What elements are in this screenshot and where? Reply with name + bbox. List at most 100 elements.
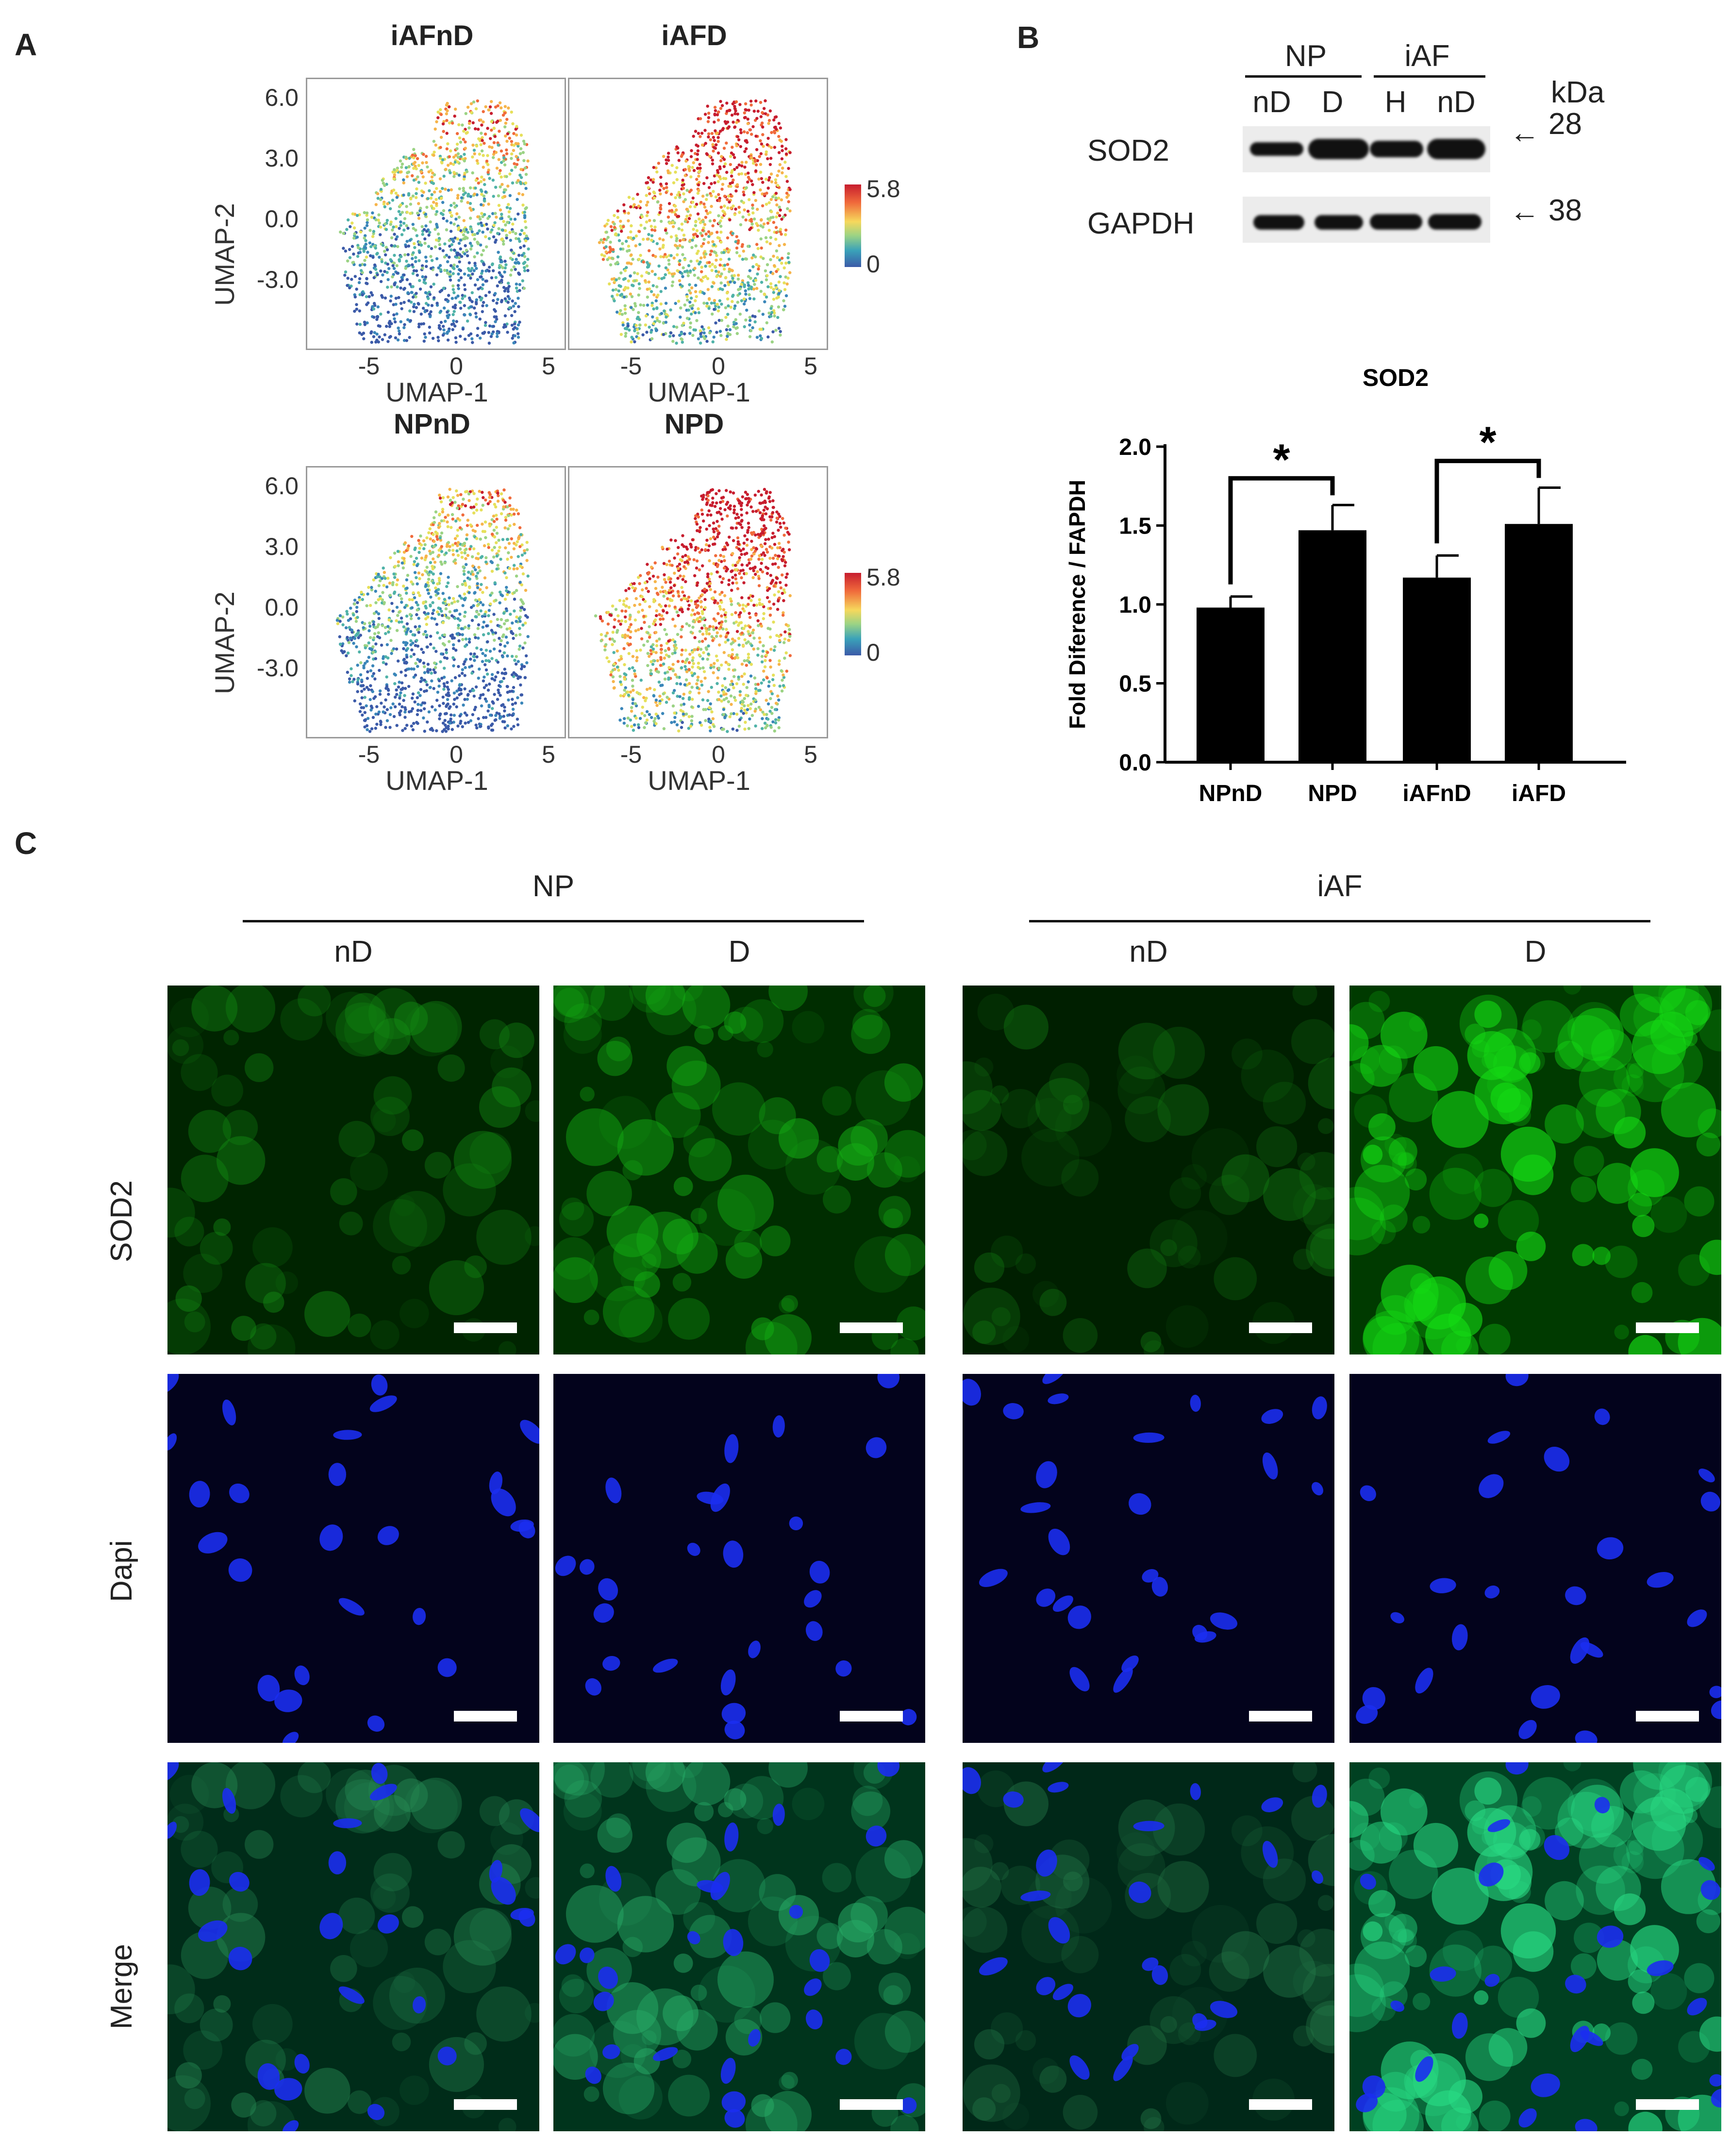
umap-cell-point <box>500 671 504 675</box>
umap-cell-point <box>645 220 649 224</box>
umap-cell-point <box>745 686 749 689</box>
umap-cell-point <box>416 702 420 706</box>
umap-cell-point <box>619 683 623 686</box>
umap-cell-point <box>398 696 401 700</box>
umap-cell-point <box>477 602 481 606</box>
umap-cell-point <box>737 205 741 209</box>
umap-cell-point <box>393 590 397 594</box>
umap-cell-point <box>523 676 527 679</box>
umap-cell-point <box>508 627 512 630</box>
umap-cell-point <box>452 714 456 717</box>
umap-cell-point <box>349 606 352 610</box>
umap-cell-point <box>735 712 739 716</box>
umap-cell-point <box>463 152 466 156</box>
umap-cell-point <box>438 190 442 193</box>
umap-cell-point <box>675 325 679 329</box>
umap-cell-point <box>663 309 666 313</box>
umap-cell-point <box>743 166 747 169</box>
umap-cell-point <box>772 291 775 294</box>
umap-cell-point <box>360 590 363 594</box>
umap-cell-point <box>609 263 613 267</box>
umap-cell-point <box>387 630 390 634</box>
umap-cell-point <box>516 555 520 558</box>
umap-cell-point <box>763 553 766 557</box>
umap-cell-point <box>467 626 470 630</box>
umap-cell-point <box>445 132 449 135</box>
umap-cell-point <box>743 708 747 712</box>
umap-cell-point <box>472 149 476 152</box>
umap-cell-point <box>406 627 410 631</box>
umap-cell-point <box>472 689 475 692</box>
umap-cell-point <box>512 725 516 728</box>
umap-cell-point <box>368 730 372 733</box>
umap-cell-point <box>468 186 472 190</box>
umap-cell-point <box>515 258 518 261</box>
umap-cell-point <box>498 280 501 284</box>
umap-cell-point <box>449 221 453 225</box>
umap-cell-point <box>731 146 734 149</box>
umap-cell-point <box>366 301 370 305</box>
umap-cell-point <box>494 599 498 602</box>
umap-cell-point <box>458 136 462 140</box>
umap-cell-point <box>425 570 429 574</box>
umap-cell-point <box>633 302 637 305</box>
umap-cell-point <box>698 653 701 657</box>
umap-cell-point <box>760 681 763 685</box>
umap-cell-point <box>437 266 440 269</box>
umap-x-tick: 5 <box>542 352 555 380</box>
umap-cell-point <box>691 196 695 200</box>
umap-cell-point <box>731 300 734 303</box>
umap-cell-point <box>510 727 513 731</box>
umap-cell-point <box>369 245 373 249</box>
umap-cell-point <box>768 163 772 167</box>
umap-cell-point <box>769 282 773 285</box>
umap-cell-point <box>405 224 408 228</box>
umap-cell-point <box>360 689 364 693</box>
umap-cell-point <box>683 174 687 177</box>
umap-cell-point <box>403 217 407 220</box>
umap-cell-point <box>719 694 723 698</box>
umap-cell-point <box>400 233 404 236</box>
umap-cell-point <box>494 212 497 215</box>
umap-cell-point <box>786 256 790 260</box>
umap-cell-point <box>664 266 668 269</box>
umap-cell-point <box>475 159 479 163</box>
umap-cell-point <box>632 582 636 585</box>
umap-cell-point <box>495 567 499 571</box>
umap-cell-point <box>616 293 619 297</box>
umap-cell-point <box>357 281 361 284</box>
umap-cell-point <box>412 251 415 254</box>
umap-cell-point <box>768 176 771 180</box>
umap-cell-point <box>450 679 453 683</box>
umap-cell-point <box>623 717 626 720</box>
umap-cell-point <box>652 166 655 169</box>
umap-cell-point <box>712 190 715 193</box>
umap-cell-point <box>395 647 399 651</box>
umap-cell-point <box>724 615 727 619</box>
umap-cell-point <box>351 261 354 265</box>
umap-cell-point <box>654 329 658 333</box>
umap-cell-point <box>731 637 734 641</box>
umap-cell-point <box>482 110 485 114</box>
umap-cell-point <box>466 201 469 204</box>
umap-cell-point <box>773 130 776 133</box>
umap-cell-point <box>646 295 649 299</box>
umap-cell-point <box>369 704 373 708</box>
umap-cell-point <box>652 719 656 723</box>
umap-cell-point <box>745 186 748 189</box>
umap-cell-point <box>682 186 685 190</box>
umap-cell-point <box>416 713 419 717</box>
umap-cell-point <box>492 529 496 532</box>
umap-cell-point <box>350 278 353 281</box>
umap-cell-point <box>462 228 466 232</box>
umap-cell-point <box>335 618 339 622</box>
umap-cell-point <box>433 666 437 669</box>
umap-cell-point <box>702 226 705 230</box>
umap-cell-point <box>363 226 366 230</box>
umap-cell-point <box>742 581 746 585</box>
umap-cell-point <box>743 150 747 153</box>
umap-cell-point <box>743 638 747 641</box>
umap-cell-point <box>432 609 435 612</box>
umap-cell-point <box>524 588 528 592</box>
umap-cell-point <box>462 219 466 222</box>
